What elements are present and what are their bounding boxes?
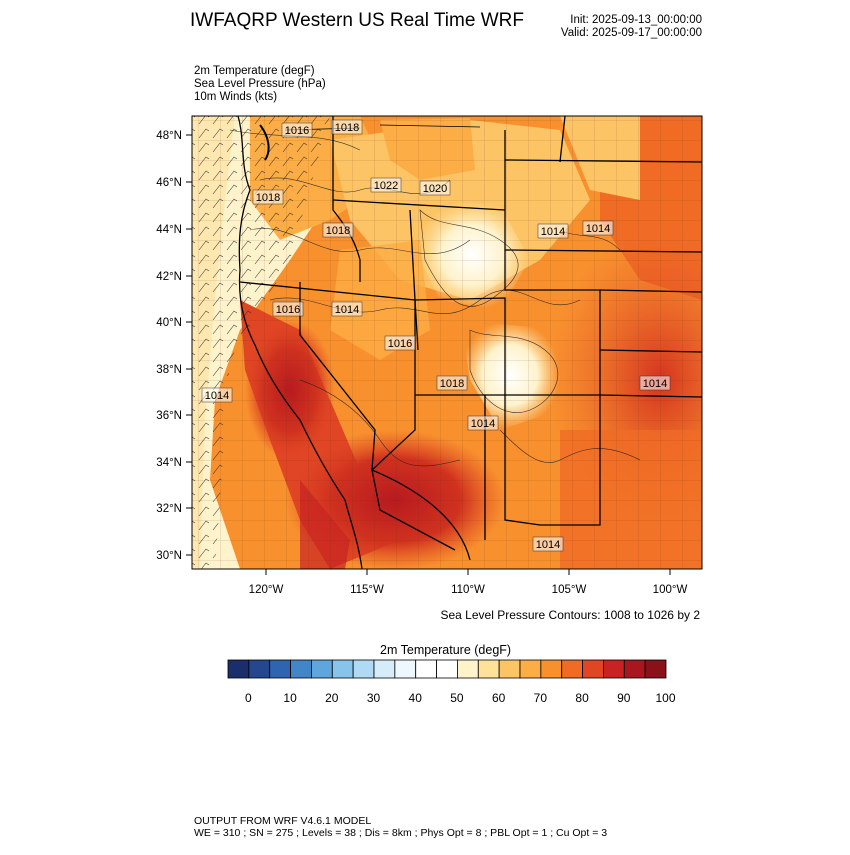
colorbar-swatch <box>519 659 542 679</box>
colorbar-swatch <box>603 659 625 679</box>
colorbar-swatch <box>290 659 312 679</box>
pressure-label-box <box>537 223 569 239</box>
init-time: Init: 2025-09-13_00:00:00 <box>570 14 702 26</box>
lat-label: 42°N <box>156 271 182 283</box>
colorbar-swatch <box>644 659 667 679</box>
pressure-label: 1020 <box>423 183 447 195</box>
lat-label: 40°N <box>156 317 182 329</box>
colorbar-tick-label: 70 <box>534 691 548 705</box>
field-label-pressure: Sea Level Pressure (hPa) <box>194 78 326 90</box>
pressure-label-box <box>419 180 451 196</box>
pressure-label: 1014 <box>643 378 667 390</box>
lat-label: 32°N <box>156 503 182 515</box>
colorbar-tick-label: 0 <box>245 691 252 705</box>
pressure-label: 1014 <box>541 226 565 238</box>
pressure-label-box <box>384 335 416 351</box>
pressure-label-box <box>322 222 354 238</box>
pressure-label: 1018 <box>326 225 350 237</box>
colorbar-swatch <box>311 659 333 679</box>
footer-model: OUTPUT FROM WRF V4.6.1 MODEL <box>194 815 372 827</box>
colorbar-tick-label: 100 <box>655 691 675 705</box>
colorbar-tick-label: 90 <box>617 691 631 705</box>
lat-label: 48°N <box>156 130 182 142</box>
pressure-label: 1018 <box>440 378 464 390</box>
colorbar-swatch <box>436 659 458 679</box>
colorbar-swatch <box>498 659 521 679</box>
colorbar-swatch <box>248 659 271 679</box>
lat-label: 38°N <box>156 364 182 376</box>
pressure-label-box <box>370 177 402 193</box>
colorbar-title: 2m Temperature (degF) <box>380 643 512 657</box>
colorbar-tick-label: 20 <box>325 691 339 705</box>
colorbar-swatch <box>477 659 500 679</box>
colorbar-swatch <box>415 659 437 679</box>
colorbar-tick-label: 30 <box>367 691 381 705</box>
lat-label: 46°N <box>156 177 182 189</box>
colorbar-swatch <box>582 659 604 679</box>
pressure-label: 1014 <box>205 390 229 402</box>
colorbar-tick-label: 50 <box>450 691 464 705</box>
colorbar-swatch <box>540 659 563 679</box>
lat-label: 36°N <box>156 410 182 422</box>
colorbar-tick-label: 60 <box>492 691 506 705</box>
lon-label: 105°W <box>552 584 587 596</box>
lon-label: 120°W <box>249 584 284 596</box>
pressure-label: 1014 <box>335 304 359 316</box>
pressure-label: 1014 <box>536 539 560 551</box>
pressure-label-box <box>639 375 671 391</box>
colorbar: 0 10 20 30 40 50 60 70 80 90 100 <box>227 659 676 705</box>
colorbar-swatch <box>394 659 417 679</box>
pressure-label: 1018 <box>256 192 280 204</box>
lon-label: 110°W <box>451 584 485 596</box>
pressure-label-box <box>582 220 614 236</box>
colorbar-tick-label: 80 <box>575 691 589 705</box>
pressure-label: 1018 <box>335 122 359 134</box>
colorbar-swatch <box>373 659 396 679</box>
lat-label: 30°N <box>156 550 182 562</box>
pressure-label: 1022 <box>374 180 398 192</box>
lat-label: 44°N <box>156 224 182 236</box>
pressure-label: 1014 <box>471 418 495 430</box>
contour-note: Sea Level Pressure Contours: 1008 to 102… <box>440 608 701 622</box>
colorbar-swatch <box>352 659 375 679</box>
pressure-label: 1014 <box>586 223 610 235</box>
lon-label: 100°W <box>653 584 688 596</box>
pressure-label-box <box>436 375 468 391</box>
colorbar-swatch <box>331 659 354 679</box>
map-frame <box>191 115 703 570</box>
colorbar-tick-label: 10 <box>283 691 297 705</box>
colorbar-swatch <box>269 659 291 679</box>
colorbar-swatch <box>227 659 250 679</box>
footer-config: WE = 310 ; SN = 275 ; Levels = 38 ; Dis … <box>194 827 608 839</box>
pressure-label-box <box>272 301 304 317</box>
plot-title: IWFAQRP Western US Real Time WRF <box>190 10 524 31</box>
colorbar-swatch <box>561 659 583 679</box>
colorbar-swatch <box>623 659 646 679</box>
lon-label: 115°W <box>350 584 384 596</box>
pressure-label-box <box>252 189 284 205</box>
lat-label: 34°N <box>156 457 182 469</box>
colorbar-swatch <box>457 659 479 679</box>
colorbar-tick-label: 40 <box>409 691 423 705</box>
pressure-label-box <box>532 536 564 552</box>
temperature-field: 1016 1018 1018 1018 1022 1020 1016 1014 1016 1014… <box>192 116 702 569</box>
pressure-label: 1016 <box>285 125 309 137</box>
pressure-label: 1016 <box>388 338 412 350</box>
pressure-label-box <box>201 387 233 403</box>
pressure-label-box <box>331 301 363 317</box>
pressure-label-box <box>331 119 363 135</box>
pressure-label-box <box>467 415 499 431</box>
valid-time: Valid: 2025-09-17_00:00:00 <box>560 27 702 39</box>
pressure-label: 1016 <box>276 304 300 316</box>
pressure-label-box <box>281 122 313 138</box>
field-label-temperature: 2m Temperature (degF) <box>194 65 315 77</box>
field-label-winds: 10m Winds (kts) <box>194 91 278 103</box>
